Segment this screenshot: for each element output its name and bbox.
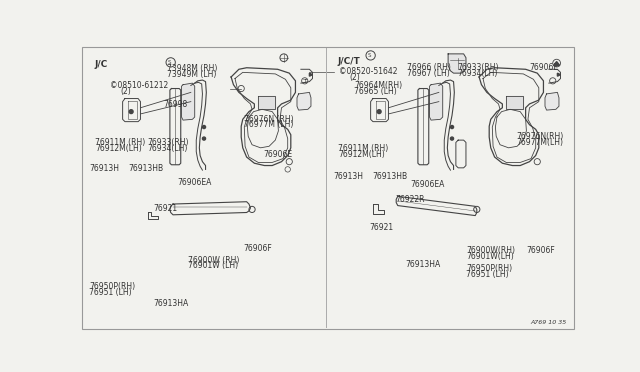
Text: ©08520-51642: ©08520-51642 xyxy=(339,67,398,76)
Circle shape xyxy=(377,110,381,113)
Text: 76906EA: 76906EA xyxy=(410,180,444,189)
Text: J/C: J/C xyxy=(95,60,108,69)
Text: 76977M (LH): 76977M (LH) xyxy=(244,121,293,129)
Text: 76912M(LH): 76912M(LH) xyxy=(338,150,385,158)
Text: ©08510-61212: ©08510-61212 xyxy=(110,81,168,90)
Text: 76901W (LH): 76901W (LH) xyxy=(188,261,238,270)
Text: 76913HA: 76913HA xyxy=(405,260,440,269)
Text: 76906E: 76906E xyxy=(264,150,292,158)
Polygon shape xyxy=(309,73,312,76)
Text: 76901W(LH): 76901W(LH) xyxy=(466,251,514,260)
Polygon shape xyxy=(182,83,195,120)
Text: 76906EA: 76906EA xyxy=(177,178,212,187)
Text: 76906F: 76906F xyxy=(244,244,273,253)
Text: 76913HB: 76913HB xyxy=(372,172,408,181)
Text: S: S xyxy=(367,53,371,58)
Text: 76912M(LH): 76912M(LH) xyxy=(95,144,141,153)
Text: 76913HB: 76913HB xyxy=(129,164,164,173)
Text: (2): (2) xyxy=(349,73,360,82)
Polygon shape xyxy=(297,92,311,110)
Text: 76900W(RH): 76900W(RH) xyxy=(466,246,515,255)
Text: 76913H: 76913H xyxy=(333,172,363,181)
Text: 76950P(RH): 76950P(RH) xyxy=(89,282,135,291)
Text: 76911M (RH): 76911M (RH) xyxy=(338,144,388,153)
Text: 76922R: 76922R xyxy=(395,195,424,204)
Text: 76966 (RH): 76966 (RH) xyxy=(408,63,451,72)
Polygon shape xyxy=(557,73,561,76)
Circle shape xyxy=(129,110,133,113)
Text: 73948M (RH): 73948M (RH) xyxy=(167,64,217,74)
Text: 76934(LH): 76934(LH) xyxy=(457,69,497,78)
Text: 76921: 76921 xyxy=(154,204,177,213)
Polygon shape xyxy=(429,83,443,120)
Circle shape xyxy=(202,137,205,140)
Polygon shape xyxy=(448,54,466,73)
Text: 76933(RH): 76933(RH) xyxy=(457,63,499,72)
Text: 76906E: 76906E xyxy=(529,63,558,72)
Text: A769 10 35: A769 10 35 xyxy=(531,320,566,325)
Text: 76951 (LH): 76951 (LH) xyxy=(89,288,132,297)
Text: 76934(LH): 76934(LH) xyxy=(147,144,188,153)
Text: 76951 (LH): 76951 (LH) xyxy=(466,270,509,279)
Polygon shape xyxy=(259,96,275,109)
Text: 76976N(RH): 76976N(RH) xyxy=(516,132,564,141)
Text: J/C/T: J/C/T xyxy=(338,57,361,66)
Text: 76950P(RH): 76950P(RH) xyxy=(466,264,512,273)
Text: 76911M (RH): 76911M (RH) xyxy=(95,138,145,147)
Text: 73949M (LH): 73949M (LH) xyxy=(167,70,216,79)
Text: 76998: 76998 xyxy=(163,100,188,109)
Text: 76933(RH): 76933(RH) xyxy=(147,138,188,147)
Text: 76977M(LH): 76977M(LH) xyxy=(516,138,563,147)
Text: (2): (2) xyxy=(121,87,131,96)
Text: 76965 (LH): 76965 (LH) xyxy=(355,87,397,96)
Polygon shape xyxy=(545,92,559,110)
Text: 76967 (LH): 76967 (LH) xyxy=(408,69,450,78)
Text: 76913HA: 76913HA xyxy=(154,298,189,308)
Polygon shape xyxy=(506,96,524,109)
Text: 76976N (RH): 76976N (RH) xyxy=(244,115,293,124)
Polygon shape xyxy=(554,62,560,65)
Circle shape xyxy=(451,137,454,140)
Text: 76900W (RH): 76900W (RH) xyxy=(188,256,239,264)
Text: S: S xyxy=(168,60,171,65)
Circle shape xyxy=(202,125,205,129)
Text: 76921: 76921 xyxy=(369,224,394,232)
Text: 76906F: 76906F xyxy=(527,246,555,255)
Text: 76964M(RH): 76964M(RH) xyxy=(355,81,403,90)
Circle shape xyxy=(451,125,454,129)
Text: 76913H: 76913H xyxy=(89,164,119,173)
